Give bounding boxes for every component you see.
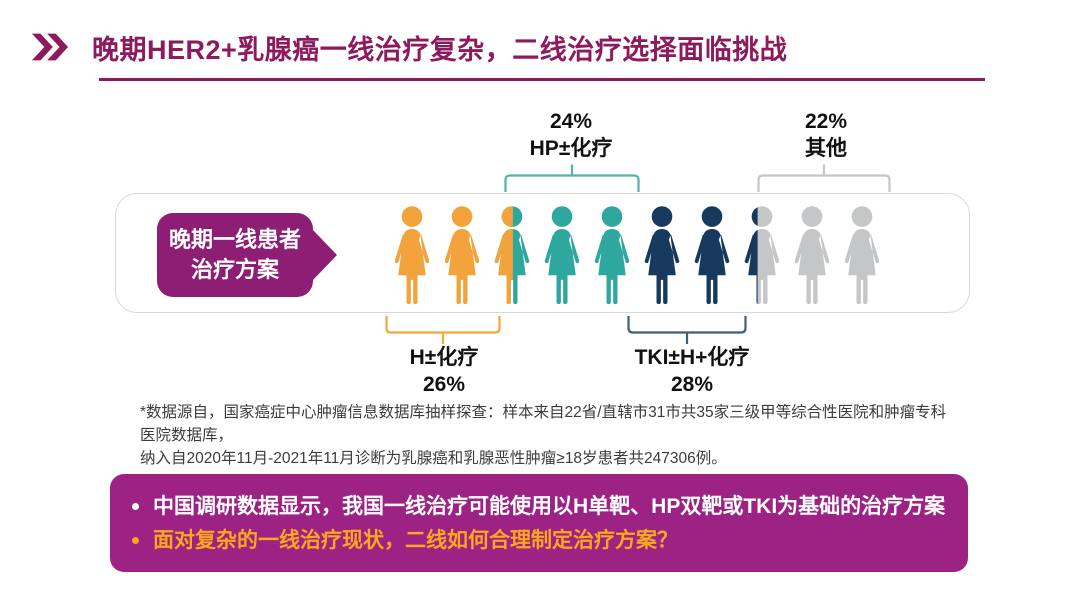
page-title: 晚期HER2+乳腺癌一线治疗复杂，二线治疗选择面临挑战 — [92, 35, 788, 65]
group-name: HP±化疗 — [529, 137, 613, 160]
banner-bullet-1: 中国调研数据显示，我国一线治疗可能使用以H单靶、HP双靶或TKI为基础的治疗方案 — [132, 493, 952, 520]
tag-line2: 治疗方案 — [190, 257, 279, 282]
bracket-tki — [627, 316, 747, 344]
person-icon-7 — [694, 206, 730, 305]
group-label-h: H±化疗 26% — [354, 344, 534, 398]
group-label-hp: 24% HP±化疗 — [481, 108, 661, 162]
banner-bullet-2: 面对复杂的一线治疗现状，二线如何合理制定治疗方案？ — [132, 527, 952, 554]
footnote: *数据源自，国家癌症中心肿瘤信息数据库抽样探查：样本来自22省/直辖市31市共3… — [140, 401, 960, 470]
person-icon-3 — [494, 206, 530, 305]
bracket-other — [757, 164, 891, 192]
person-icon-1 — [394, 206, 430, 305]
tag-advanced-first-line-patients: 晚期一线患者 治疗方案 — [157, 213, 313, 297]
bracket-hp — [504, 164, 640, 192]
bullet-dot — [132, 502, 139, 510]
group-percent: 28% — [670, 373, 714, 396]
group-name: H±化疗 — [409, 346, 479, 369]
group-label-other: 22% 其他 — [734, 108, 918, 162]
footnote-line1: *数据源自，国家癌症中心肿瘤信息数据库抽样探查：样本来自22省/直辖市31市共3… — [140, 404, 947, 444]
group-percent: 22% — [804, 110, 848, 133]
footnote-line2: 纳入自2020年11月-2021年11月诊断为乳腺癌和乳腺恶性肿瘤≥18岁患者共… — [140, 450, 727, 467]
banner-bullet-1-text: 中国调研数据显示，我国一线治疗可能使用以H单靶、HP双靶或TKI为基础的治疗方案 — [153, 494, 946, 518]
group-label-tki: TKI±H+化疗 28% — [600, 344, 784, 398]
people-row — [390, 205, 884, 306]
person-icon-4 — [544, 206, 580, 305]
person-icon-10 — [844, 206, 880, 305]
person-icon-6 — [644, 206, 680, 305]
group-name: TKI±H+化疗 — [634, 346, 750, 369]
banner-bullet-2-text: 面对复杂的一线治疗现状，二线如何合理制定治疗方案？ — [153, 528, 678, 552]
person-icon-9 — [794, 206, 830, 305]
group-name: 其他 — [805, 137, 847, 160]
summary-banner: 中国调研数据显示，我国一线治疗可能使用以H单靶、HP双靶或TKI为基础的治疗方案… — [110, 474, 968, 572]
person-icon-5 — [594, 206, 630, 305]
person-icon-2 — [444, 206, 480, 305]
person-icon-8 — [744, 206, 780, 305]
divider-line — [99, 78, 985, 81]
group-percent: 26% — [422, 373, 466, 396]
tag-arrow — [312, 229, 337, 281]
tag-line1: 晚期一线患者 — [168, 227, 301, 252]
group-percent: 24% — [549, 110, 593, 133]
bullet-dot — [132, 536, 139, 544]
double-chevron-icon — [31, 33, 69, 61]
bracket-h — [385, 316, 501, 344]
